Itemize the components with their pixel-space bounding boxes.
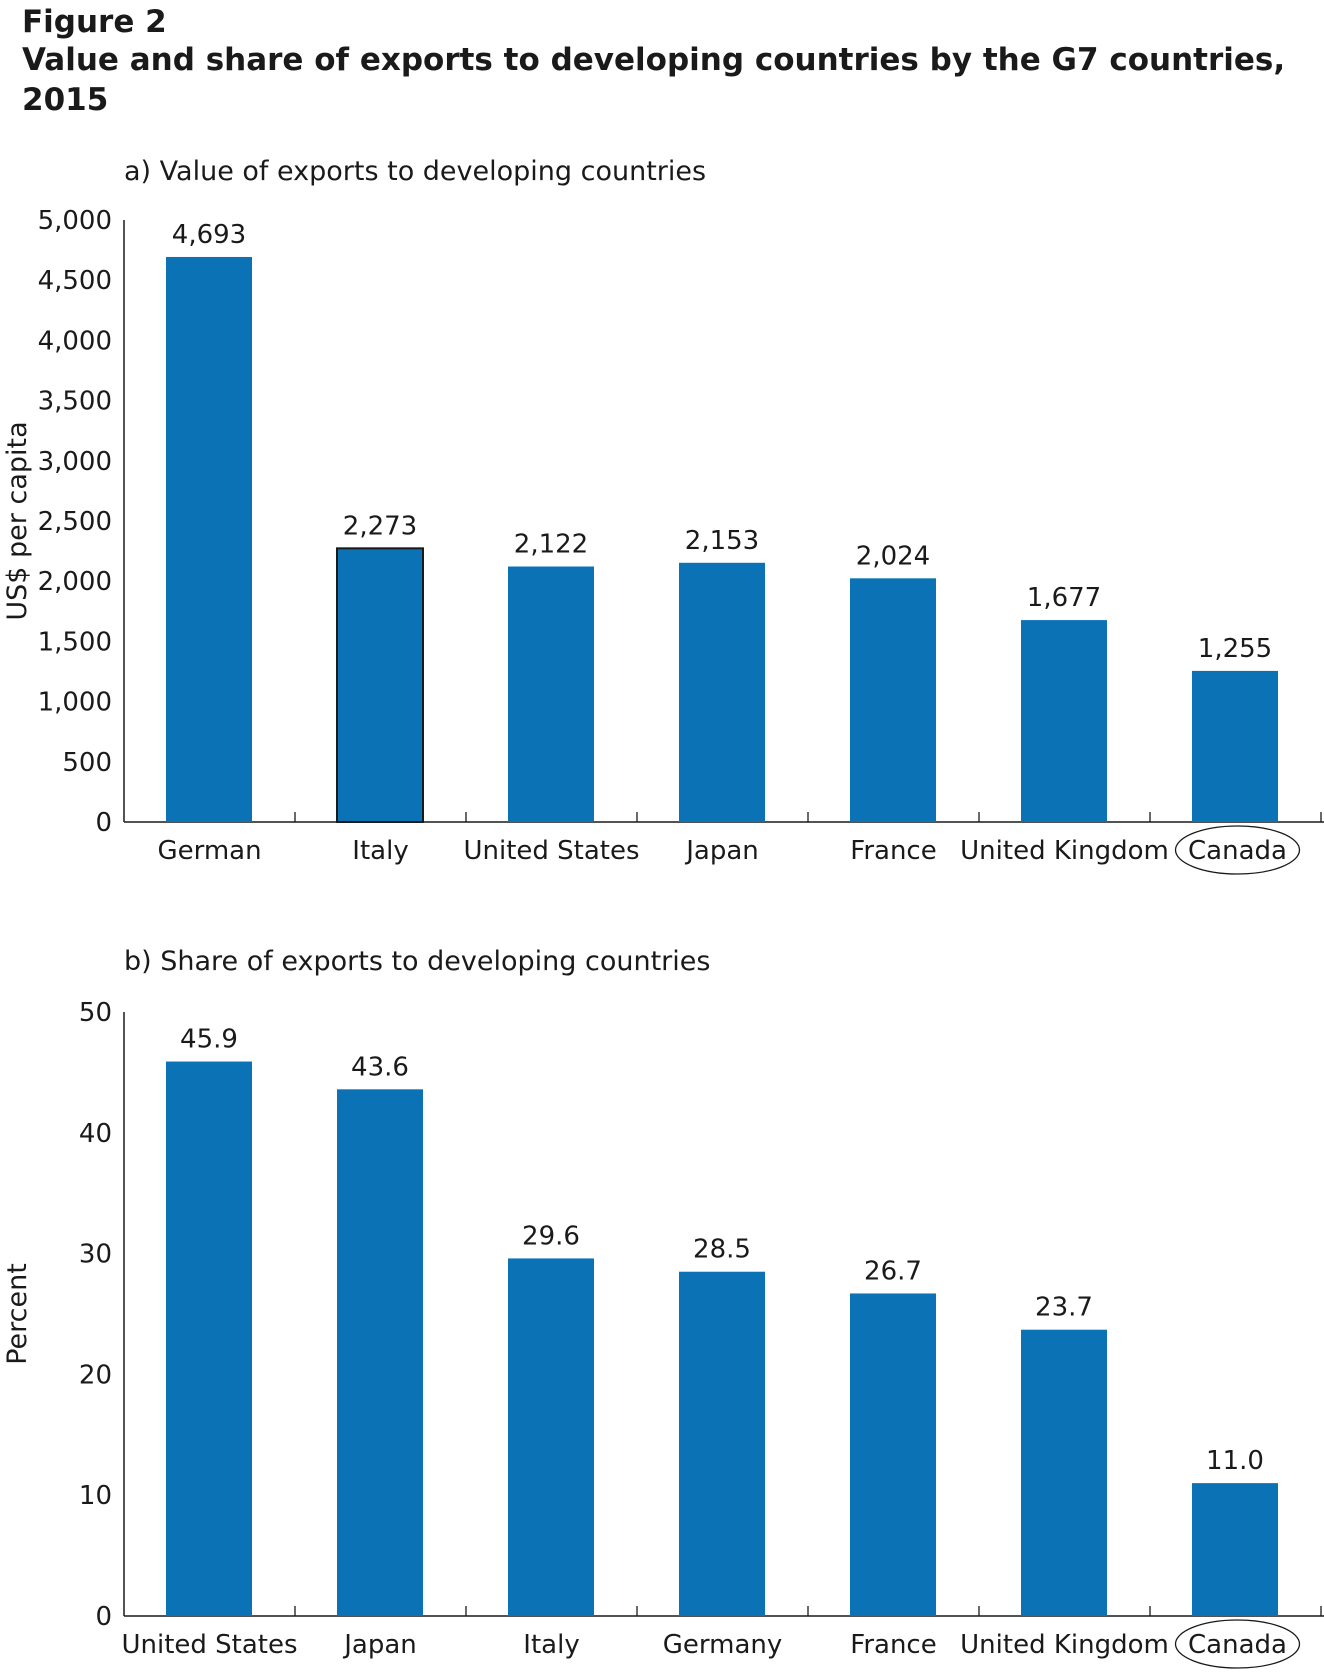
bar-value-label: 28.5 <box>693 1235 751 1265</box>
x-tick-label: German <box>157 836 261 866</box>
bar <box>166 256 252 823</box>
bar <box>850 1293 936 1616</box>
x-tick-label: United States <box>463 836 639 866</box>
figure-label: Figure 2 <box>22 4 167 40</box>
bar-value-label: 1,255 <box>1198 634 1272 664</box>
y-tick-label: 4,500 <box>38 266 112 296</box>
y-axis-label: Percent <box>2 1263 33 1365</box>
y-tick-label: 20 <box>79 1360 112 1390</box>
bar <box>1021 1329 1107 1616</box>
bar-value-label: 2,122 <box>514 530 588 560</box>
x-tick-label: United States <box>121 1630 297 1660</box>
bar <box>1192 670 1278 822</box>
y-tick-label: 5,000 <box>38 206 112 236</box>
x-tick-label: Japan <box>342 1630 417 1660</box>
bar-value-label: 2,024 <box>856 541 930 571</box>
y-tick-label: 40 <box>79 1119 112 1149</box>
bar-value-label: 43.6 <box>351 1052 409 1082</box>
x-tick-label: United Kingdom <box>960 1630 1169 1660</box>
bar-value-label: 1,677 <box>1027 583 1101 613</box>
bar <box>850 578 936 822</box>
x-tick-label: Germany <box>663 1630 783 1660</box>
y-tick-label: 1,500 <box>38 627 112 657</box>
bar <box>508 1258 594 1616</box>
x-tick-label: Italy <box>352 836 408 866</box>
figure-title: Value and share of exports to developing… <box>22 42 1286 118</box>
bar <box>337 1089 423 1616</box>
highlight-ellipse <box>1174 1619 1301 1669</box>
bar <box>679 1271 765 1616</box>
chart-panel-b: b) Share of exports to developing countr… <box>2 946 1324 1669</box>
y-tick-label: 0 <box>95 808 112 838</box>
bar <box>1021 620 1107 822</box>
bar-value-label: 23.7 <box>1035 1293 1093 1323</box>
bar <box>508 566 594 822</box>
bar <box>336 547 424 823</box>
chart-title: b) Share of exports to developing countr… <box>124 946 710 977</box>
y-tick-label: 3,000 <box>38 447 112 477</box>
y-tick-label: 10 <box>79 1481 112 1511</box>
figure-header: Figure 2 Value and share of exports to d… <box>22 4 1324 120</box>
y-tick-label: 30 <box>79 1240 112 1270</box>
x-tick-label: United Kingdom <box>960 836 1169 866</box>
bar-value-label: 4,693 <box>172 220 246 250</box>
x-tick-label: Canada <box>1188 836 1287 866</box>
y-tick-label: 2,000 <box>38 567 112 597</box>
bar <box>679 562 765 822</box>
bar-value-label: 2,153 <box>685 526 759 556</box>
bar <box>1192 1483 1278 1616</box>
y-tick-label: 2,500 <box>38 507 112 537</box>
x-tick-label: Italy <box>523 1630 579 1660</box>
chart-title: a) Value of exports to developing countr… <box>124 156 706 187</box>
y-tick-label: 1,000 <box>38 688 112 718</box>
bar-value-label: 2,273 <box>343 511 417 541</box>
bar-value-label: 45.9 <box>180 1025 238 1055</box>
bar-value-label: 29.6 <box>522 1221 580 1251</box>
y-tick-label: 4,000 <box>38 326 112 356</box>
bar <box>166 1061 252 1616</box>
y-tick-label: 0 <box>95 1602 112 1632</box>
y-tick-label: 500 <box>62 748 112 778</box>
bar-value-label: 26.7 <box>864 1256 922 1286</box>
x-tick-label: France <box>850 1630 936 1660</box>
x-tick-label: France <box>850 836 936 866</box>
bar-value-label: 11.0 <box>1206 1446 1264 1476</box>
y-axis-label: US$ per capita <box>2 421 33 620</box>
y-tick-label: 3,500 <box>38 387 112 417</box>
x-tick-label: Japan <box>684 836 759 866</box>
highlight-ellipse <box>1174 825 1301 875</box>
x-tick-label: Canada <box>1188 1630 1287 1660</box>
chart-panel-a: a) Value of exports to developing countr… <box>2 156 1324 875</box>
y-tick-label: 50 <box>79 998 112 1028</box>
